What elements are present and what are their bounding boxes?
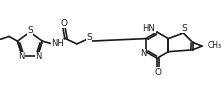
Text: O: O xyxy=(154,68,162,77)
Text: O: O xyxy=(60,19,67,28)
Text: CH₃: CH₃ xyxy=(208,43,221,51)
Text: NH: NH xyxy=(51,39,64,48)
Text: N: N xyxy=(18,52,25,61)
Text: S: S xyxy=(86,33,92,42)
Text: S: S xyxy=(27,26,33,35)
Text: N: N xyxy=(35,52,42,61)
Text: N: N xyxy=(140,49,146,58)
Text: HN: HN xyxy=(142,24,155,33)
Text: S: S xyxy=(181,24,187,33)
Text: CH₃: CH₃ xyxy=(208,41,221,50)
